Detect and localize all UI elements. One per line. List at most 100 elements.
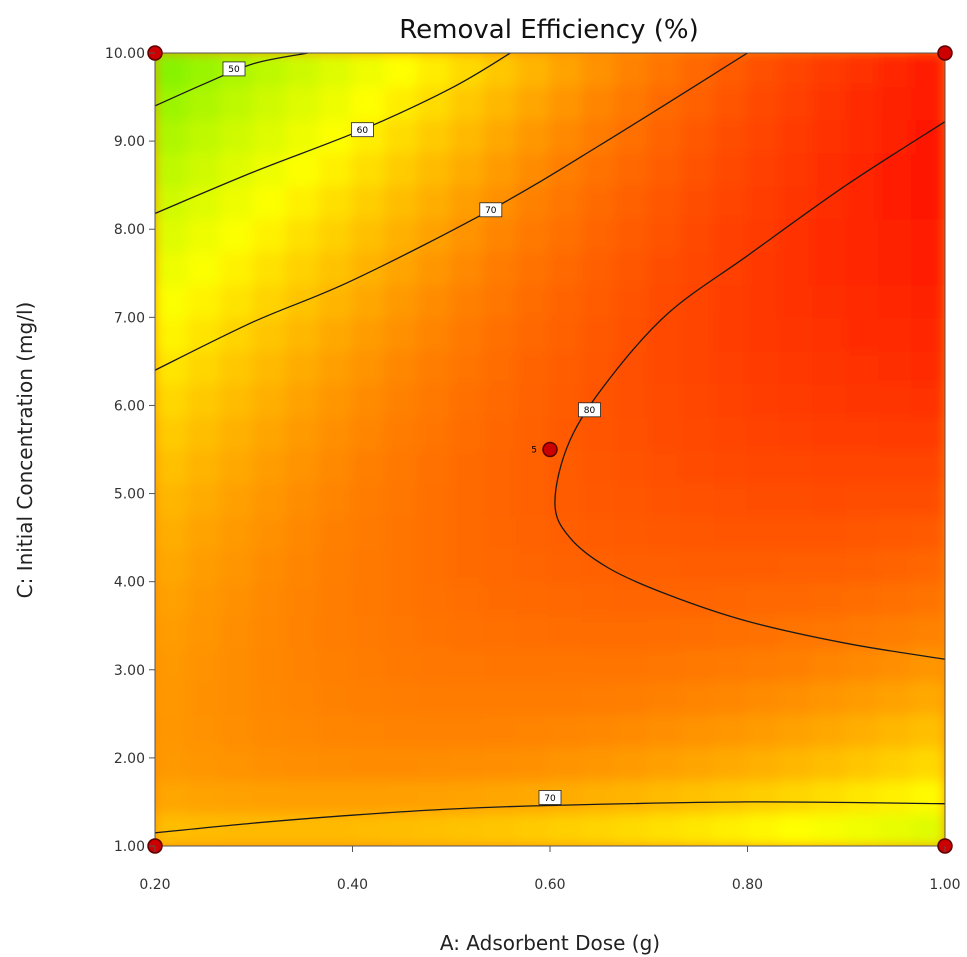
heatmap-cell [549,118,584,154]
heatmap-cell [680,646,716,682]
heatmap-cell [351,547,387,583]
heatmap-cell [878,349,914,385]
heatmap-cell [812,448,848,484]
heatmap-cell [285,580,321,616]
heatmap-cell [647,151,683,187]
heatmap-cell [614,811,650,846]
contour-labels: 50 60 70 80 70 [222,61,601,805]
heatmap-cell [516,811,551,846]
heatmap-cell [779,316,815,352]
y-tick-label: 2.00 [114,751,145,767]
heatmap-cell [219,481,255,517]
heatmap-cell [680,349,716,385]
heatmap-cell [713,646,749,682]
heatmap-cell [779,118,815,154]
heatmap-cell [680,613,716,649]
heatmap-cell [911,415,945,451]
heatmap-cell [417,778,453,814]
heatmap-cell [351,679,387,715]
heatmap-cell [252,745,288,781]
heatmap-cell [384,481,420,517]
heatmap-cell [186,283,222,319]
heatmap-cell [450,580,486,616]
heatmap-cell [713,745,749,781]
heatmap-cell [779,481,815,517]
heatmap-cell [581,316,617,352]
heatmap-cell [285,811,321,846]
heatmap-cell [878,547,914,583]
heatmap-cell [581,514,617,550]
heatmap-cell [779,415,815,451]
heatmap-cell [219,778,255,814]
heatmap-cell [614,481,650,517]
heatmap-cell [285,646,321,682]
heatmap-cell [581,349,617,385]
contour-label-text: 50 [228,65,240,75]
heatmap-cell [812,481,848,517]
heatmap-cell [483,53,519,88]
heatmap-cell [614,118,650,154]
heatmap-cell [746,778,782,814]
heatmap-cell [186,547,222,583]
heatmap-cell [878,679,914,715]
heatmap-cell [581,778,617,814]
heatmap-cell [812,547,848,583]
heatmap-cell [285,184,321,220]
heatmap-cell [581,646,617,682]
heatmap-cell [812,811,848,846]
heatmap-cell [647,382,683,418]
heatmap-cell [155,547,189,583]
x-axis-title: A: Adsorbent Dose (g) [440,931,660,955]
heatmap-cell [713,481,749,517]
heatmap-cell [647,250,683,286]
heatmap-cell [483,349,519,385]
y-tick-label: 6.00 [114,398,145,414]
contour-label-box [479,202,503,218]
heatmap-cell [581,481,617,517]
heatmap-cell [155,250,189,286]
heatmap-cell [845,382,881,418]
heatmap-cell [812,316,848,352]
heatmap-cell [318,316,354,352]
heatmap-cell [549,580,584,616]
heatmap-cell [812,778,848,814]
heatmap-cell [581,85,617,121]
heatmap-cell [483,382,519,418]
heatmap-cell [384,217,420,253]
heatmap-cell [219,712,255,748]
heatmap-cell [285,217,321,253]
heatmap-cell [219,250,255,286]
heatmap-cell [219,448,255,484]
heatmap-cell [812,283,848,319]
heatmap-cell [549,646,584,682]
heatmap-cell [812,349,848,385]
heatmap-cell [186,415,222,451]
heatmap-cell [614,547,650,583]
heatmap-cell [351,151,387,187]
y-tick-label: 5.00 [114,487,145,503]
heatmap-cell [878,118,914,154]
heatmap-cell [318,283,354,319]
heatmap-cell [318,382,354,418]
heatmap-cell [911,547,945,583]
heatmap-cell [285,448,321,484]
heatmap-cell [581,580,617,616]
heatmap-cell [318,53,354,88]
heatmap-cell [845,745,881,781]
heatmap-cell [516,151,551,187]
heatmap-cell [252,316,288,352]
heatmap-cell [746,53,782,88]
heatmap-cell [483,679,519,715]
heatmap-cell [483,448,519,484]
heatmap-cell [680,481,716,517]
contour-line-80 [554,121,945,660]
heatmap-cell [285,118,321,154]
heatmap-cell [911,184,945,220]
heatmap-cell [746,580,782,616]
heatmap-cell [219,382,255,418]
heatmap-cell [845,448,881,484]
heatmap-cell [549,85,584,121]
heatmap-cell [812,745,848,781]
heatmap-cell [450,316,486,352]
heatmap-cell [845,283,881,319]
